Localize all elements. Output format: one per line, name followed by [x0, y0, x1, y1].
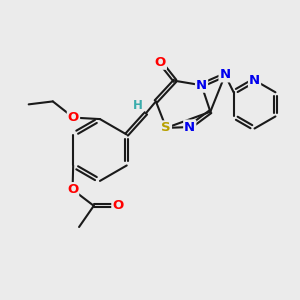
Text: N: N — [220, 68, 231, 81]
Text: O: O — [155, 56, 166, 69]
Text: O: O — [67, 183, 78, 196]
Text: H: H — [133, 99, 142, 112]
Text: S: S — [161, 122, 171, 134]
Text: N: N — [196, 79, 207, 92]
Text: N: N — [184, 121, 195, 134]
Text: N: N — [249, 74, 260, 87]
Text: O: O — [68, 111, 79, 124]
Text: O: O — [112, 199, 124, 212]
